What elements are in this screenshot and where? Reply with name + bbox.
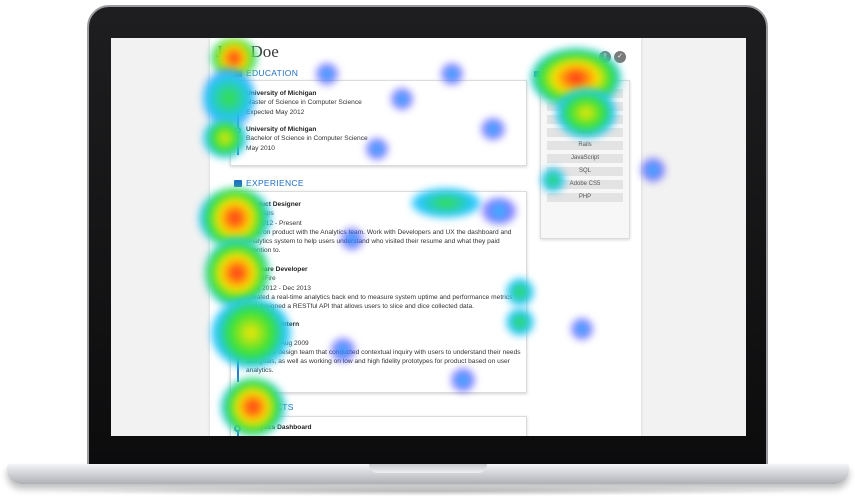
projects-title: PROJECTS [246, 402, 294, 412]
experience-org: UX Labs [246, 330, 272, 338]
timeline-dot [234, 425, 241, 432]
laptop-notch [369, 464, 487, 473]
skill-tag: C++ [547, 89, 623, 98]
education-date: Expected May 2012 [246, 108, 305, 116]
education-heading: EDUCATION [234, 68, 298, 78]
experience-entry-1: Product Designer ResMaps Jan 2012 - Pres… [246, 200, 522, 256]
timeline-dot [234, 267, 241, 274]
skill-tag: Ruby [547, 128, 623, 137]
experience-heading: EXPERIENCE [234, 178, 304, 188]
education-degree: Master of Science in Computer Science [246, 99, 362, 107]
experience-title: EXPERIENCE [246, 178, 304, 188]
skill-tag: Python [547, 102, 623, 111]
education-timeline [237, 93, 239, 155]
heat-blob [641, 158, 665, 182]
timeline-dot [234, 127, 241, 134]
paperclip-icon [234, 403, 242, 411]
experience-desc: Part of the design team that conducted c… [246, 348, 521, 375]
projects-heading: PROJECTS [234, 402, 294, 412]
timeline-dot [234, 91, 241, 98]
experience-desc: Work on product with the Analytics team.… [246, 228, 512, 255]
education-entry-1: University of Michigan Master of Science… [246, 89, 362, 117]
skill-tag: Java EE [547, 115, 623, 124]
experience-timeline [237, 204, 239, 382]
education-date: May 2010 [246, 144, 275, 152]
graduation-cap-icon [234, 69, 242, 77]
laptop-base [7, 464, 849, 484]
resume-name: Jane Doe [216, 42, 279, 61]
experience-org: SignalFire [246, 275, 276, 283]
experience-date: May 2009 - Aug 2009 [246, 339, 309, 347]
download-icon[interactable]: ✓ [614, 51, 626, 63]
experience-role: UX Design Intern [246, 321, 300, 328]
experience-date: Jan 2012 - Present [246, 219, 302, 227]
experience-role: Software Developer [246, 266, 308, 273]
experience-desc: Created a real-time analytics back end t… [246, 293, 513, 311]
experience-role: Product Designer [246, 201, 301, 208]
skills-title: SKILLS [544, 70, 570, 77]
projects-card: Analytics Dashboard [230, 416, 527, 436]
experience-entry-3: UX Design Intern UX Labs May 2009 - Aug … [246, 320, 522, 376]
experience-entry-2: Software Developer SignalFire June 2012 … [246, 265, 522, 311]
skill-tag: JavaScript [547, 154, 623, 163]
share-icon[interactable]: ⇪ [599, 51, 611, 63]
education-card: University of Michigan Master of Science… [230, 80, 527, 166]
education-entry-2: University of Michigan Bachelor of Scien… [246, 125, 368, 153]
project-entry: Analytics Dashboard [246, 423, 312, 432]
briefcase-icon [234, 179, 242, 187]
timeline-dot [234, 322, 241, 329]
skill-tag: Rails [547, 141, 623, 150]
experience-date: June 2012 - Dec 2013 [246, 284, 311, 292]
education-school: University of Michigan [246, 90, 317, 97]
education-title: EDUCATION [246, 68, 299, 78]
laptop-shadow [30, 486, 826, 496]
laptop-screen: Jane Doe EDUCATION University of Michiga… [111, 38, 746, 436]
skill-tag: PHP [547, 193, 623, 202]
timeline-dot [234, 202, 241, 209]
skills-heading: SKILLS [534, 70, 570, 77]
education-school: University of Michigan [246, 126, 317, 133]
experience-card: Product Designer ResMaps Jan 2012 - Pres… [230, 191, 527, 393]
experience-org: ResMaps [246, 210, 274, 218]
education-degree: Bachelor of Science in Computer Science [246, 135, 368, 143]
project-name: Analytics Dashboard [246, 424, 312, 431]
wrench-icon [534, 70, 540, 77]
skills-panel: C++ Python Java EE Ruby Rails JavaScript… [540, 80, 630, 239]
skill-tag: SQL [547, 167, 623, 176]
skill-tag: Adobe CS5 [547, 180, 623, 189]
